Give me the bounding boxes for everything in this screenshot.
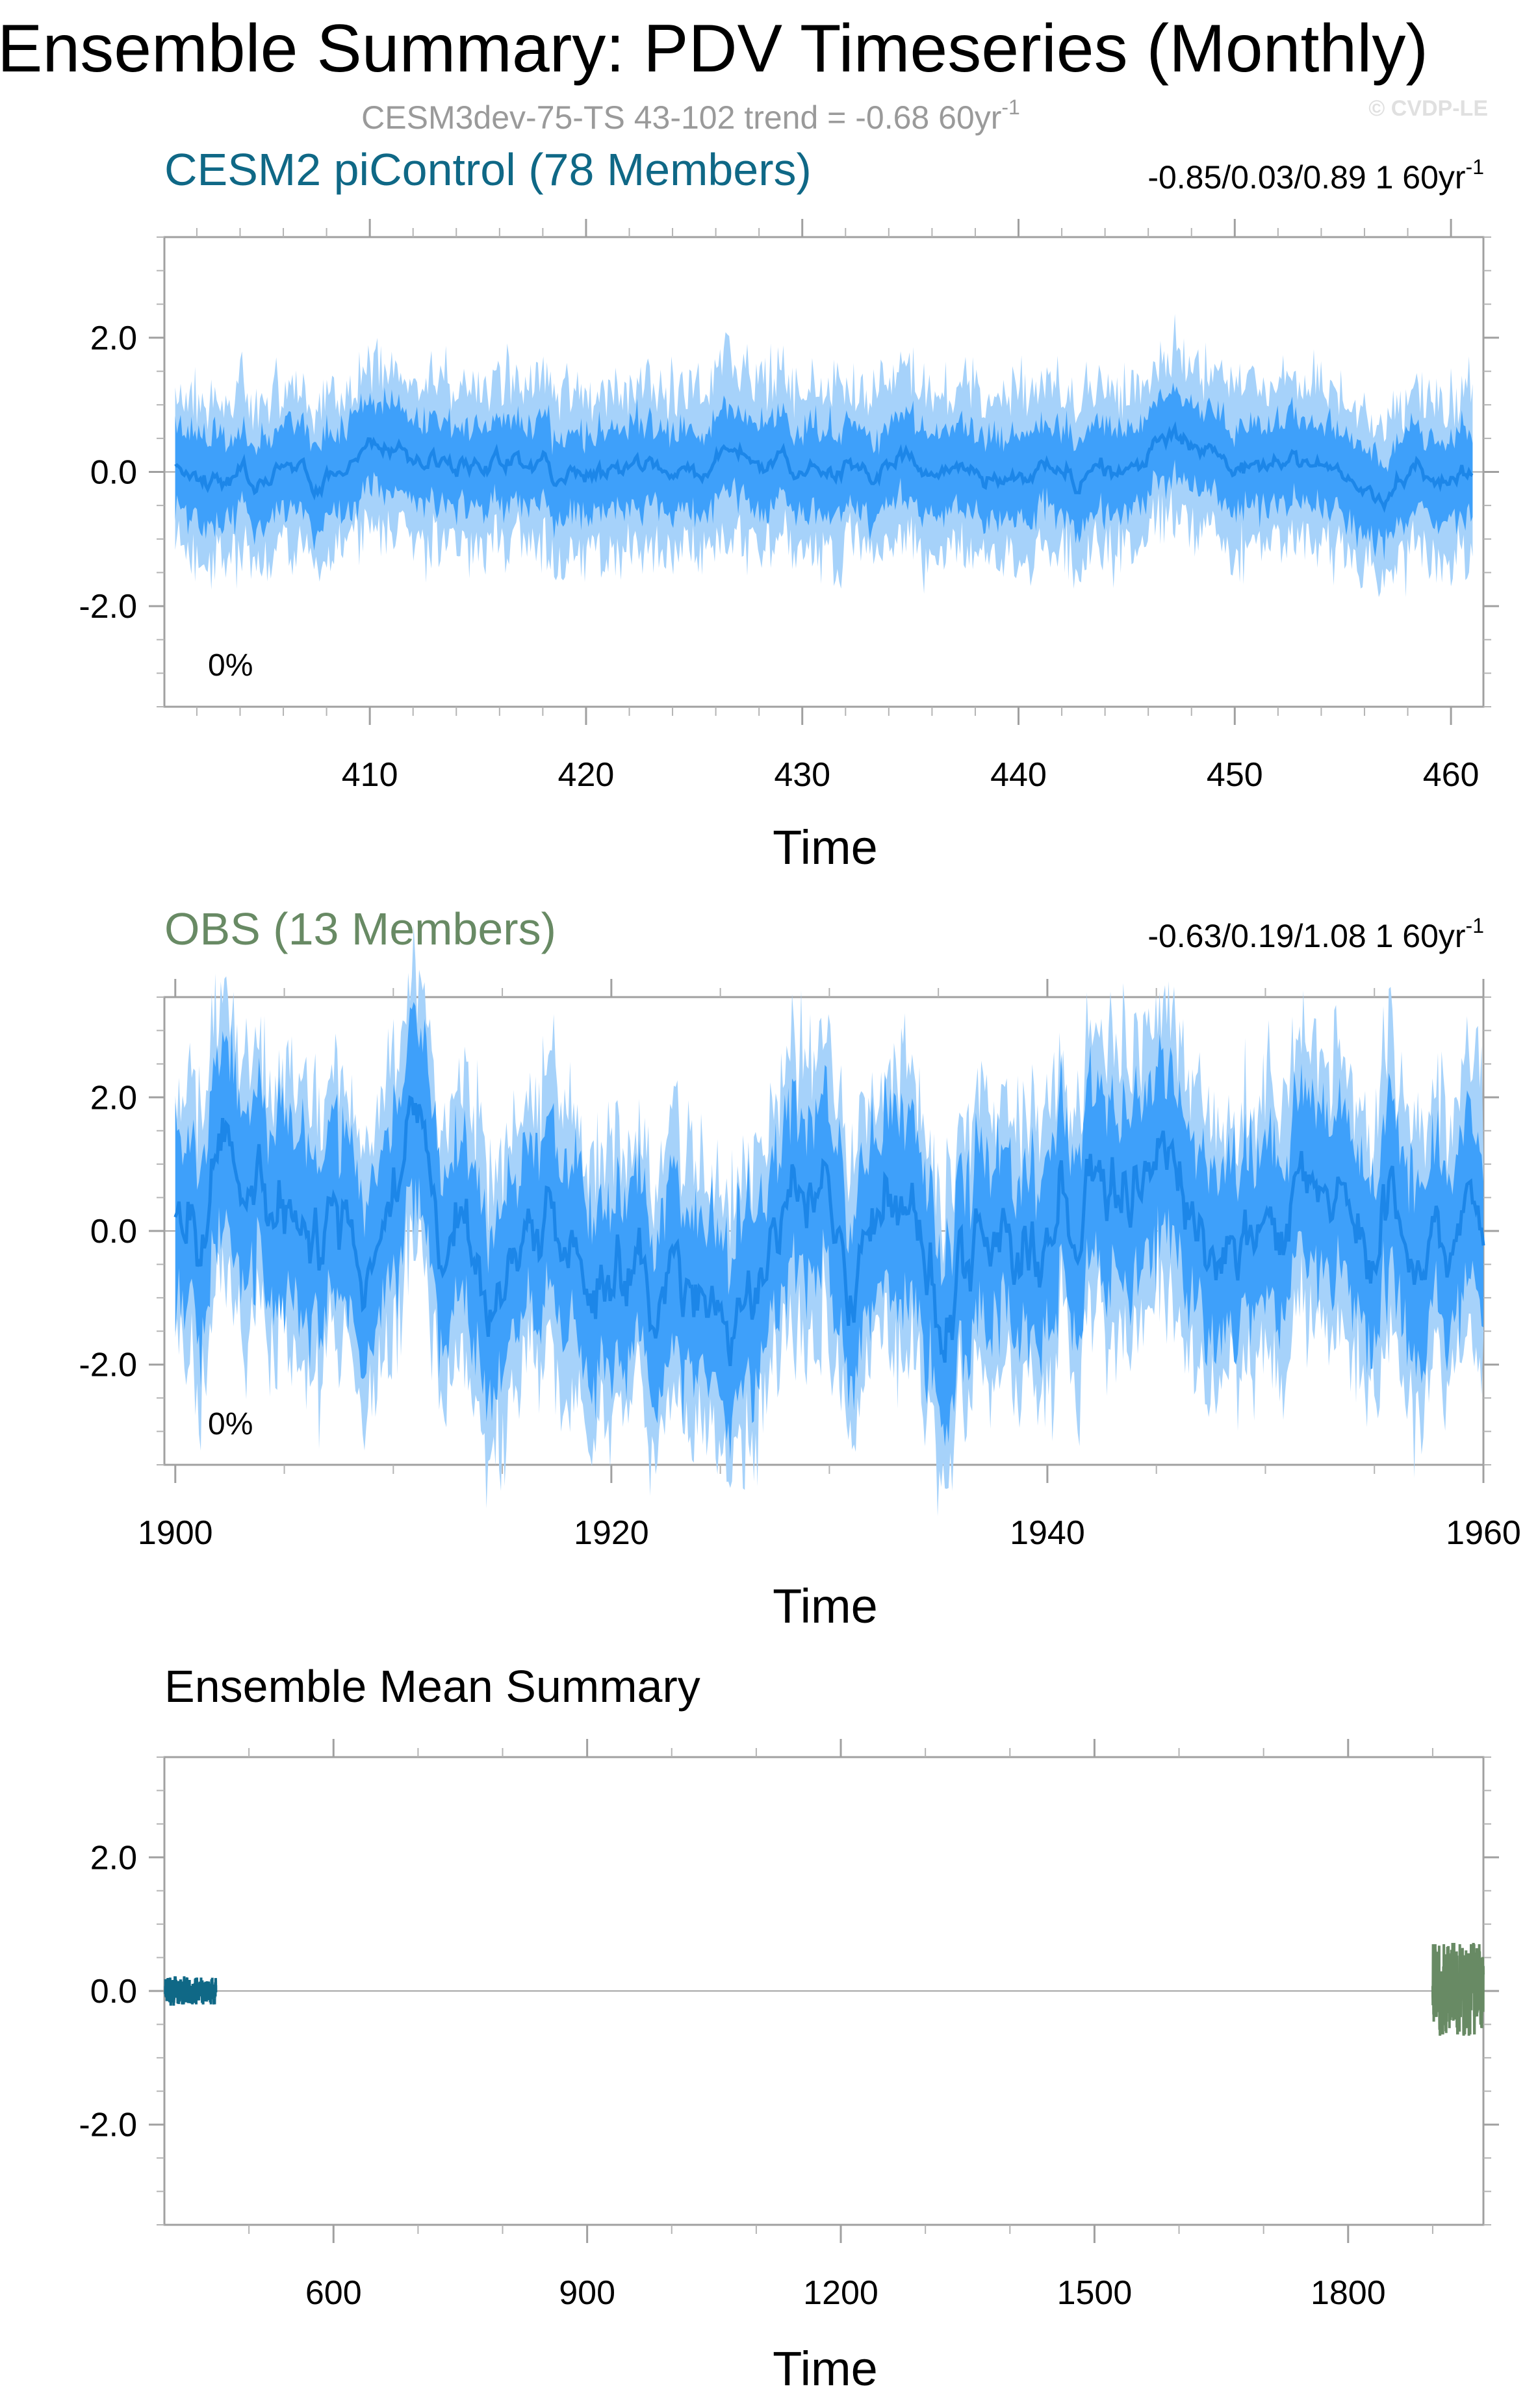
y-tick-label: -2.0 (79, 2107, 137, 2144)
panel-obs: OBS (13 Members) -0.63/0.19/1.08 1 60yr-… (79, 904, 1520, 1633)
x-axis-label-cesm2: Time (773, 820, 878, 874)
panel-stats-cesm2-text: -0.85/0.03/0.89 1 60yr (1147, 159, 1465, 196)
x-tick-label: 1940 (1010, 1514, 1085, 1552)
x-tick-label: 410 (342, 756, 398, 794)
band-interquartile (175, 1002, 1483, 1460)
x-tick-label: 450 (1207, 756, 1263, 794)
y-tick-label: 2.0 (90, 320, 137, 357)
x-tick-label: 900 (559, 2274, 615, 2312)
y-tick-label: 2.0 (90, 1079, 137, 1117)
ensemble-mean-line-cesm2 (164, 1976, 218, 2006)
x-tick-label: 1960 (1446, 1514, 1521, 1552)
panel-ensemble-mean-summary: Ensemble Mean Summary -2.0 0.0 2.0 600 900 12… (79, 1661, 1499, 2396)
series-bands (174, 314, 1474, 598)
y-tick-label: -2.0 (79, 1347, 137, 1384)
panel-title-cesm2: CESM2 piControl (78 Members) (164, 144, 812, 195)
y-tick-label: 0.0 (90, 454, 137, 492)
x-tick-label: 1800 (1311, 2274, 1386, 2312)
panel-cesm2-picontrol: CESM2 piControl (78 Members) -0.85/0.03/… (79, 144, 1499, 874)
y-tick-label: 2.0 (90, 1839, 137, 1877)
figure-subtitle-text: CESM3dev-75-TS 43-102 trend = -0.68 60yr (361, 99, 1001, 136)
panel-stats-obs-text: -0.63/0.19/1.08 1 60yr (1147, 918, 1465, 954)
figure-subtitle-exponent: -1 (1001, 95, 1019, 119)
plot-area-ensemble-mean (149, 1739, 1499, 2243)
ensemble-mean-line (174, 421, 1474, 513)
x-tick-label: 420 (558, 756, 615, 794)
percent-label-cesm2: 0% (208, 648, 253, 683)
ensemble-mean-line-obs (1431, 1943, 1485, 2036)
y-tick-label: 0.0 (90, 1213, 137, 1250)
tick-labels-obs: -2.0 0.0 2.0 1900 1920 1940 1960 (79, 1079, 1520, 1552)
tick-labels-cesm2: -2.0 0.0 2.0 410 420 430 440 450 460 (79, 320, 1479, 794)
panel-stats-cesm2: -0.85/0.03/0.89 1 60yr-1 (1147, 155, 1484, 196)
figure-title: Ensemble Summary: PDV Timeseries (Monthl… (0, 11, 1428, 86)
ensemble-mean-line (173, 1095, 1485, 1367)
x-tick-label: 440 (990, 756, 1047, 794)
panel-stats-cesm2-exponent: -1 (1466, 155, 1484, 179)
x-tick-label: 430 (774, 756, 830, 794)
x-tick-label: 460 (1423, 756, 1480, 794)
y-tick-label: 0.0 (90, 1973, 137, 2010)
tick-labels-ensemble-mean: -2.0 0.0 2.0 600 900 1200 1500 1800 (79, 1839, 1385, 2312)
x-axis-label-obs: Time (773, 1579, 878, 1633)
y-tick-label: -2.0 (79, 588, 137, 626)
copyright-watermark: © CVDP-LE (1368, 96, 1488, 121)
x-tick-label: 600 (305, 2274, 362, 2312)
x-tick-label: 1200 (803, 2274, 878, 2312)
panel-stats-obs-exponent: -1 (1466, 914, 1484, 937)
percent-label-obs: 0% (208, 1407, 253, 1441)
x-axis-label-ensemble-mean: Time (773, 2342, 878, 2396)
series-bands (173, 925, 1485, 1517)
figure-subtitle: CESM3dev-75-TS 43-102 trend = -0.68 60yr… (361, 95, 1020, 136)
plot-area-obs (149, 925, 1499, 1517)
x-tick-label: 1500 (1057, 2274, 1133, 2312)
panel-stats-obs: -0.63/0.19/1.08 1 60yr-1 (1147, 914, 1484, 954)
panel-title-ensemble-mean: Ensemble Mean Summary (164, 1661, 700, 1712)
x-tick-label: 1920 (574, 1514, 649, 1552)
plot-area-cesm2 (149, 219, 1499, 725)
panel-title-obs: OBS (13 Members) (164, 904, 556, 954)
x-tick-label: 1900 (138, 1514, 213, 1552)
